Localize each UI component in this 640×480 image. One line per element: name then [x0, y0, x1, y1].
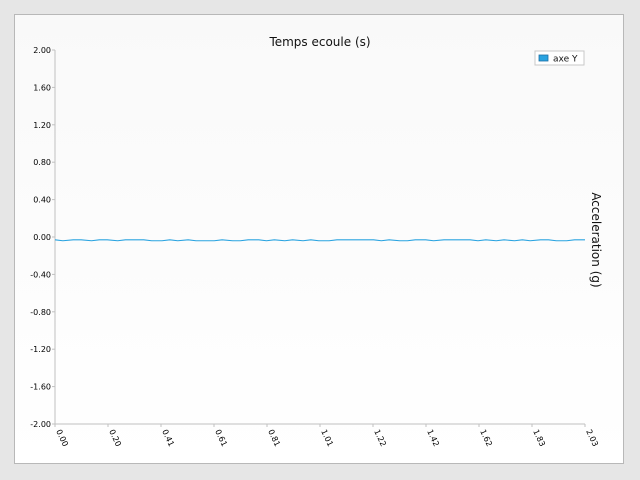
x-tick-label: 1.01 [319, 428, 335, 448]
chart-frame [14, 14, 624, 464]
x-tick-label: 0.00 [54, 428, 70, 448]
y-tick-label: -2.00 [30, 420, 51, 429]
y-tick-label: 0.00 [33, 233, 51, 242]
x-tick-label: 0.41 [160, 428, 176, 448]
y-tick-label: -0.40 [30, 270, 51, 279]
y-axis-label: Acceleration (g) [589, 192, 603, 287]
x-tick-label: 0.61 [213, 428, 229, 448]
x-tick-label: 0.20 [107, 428, 123, 448]
x-tick-label: 0.81 [266, 428, 282, 448]
y-tick-label: 0.80 [33, 158, 51, 167]
x-tick-label: 2.03 [584, 428, 600, 448]
x-tick-label: 1.42 [425, 428, 441, 448]
series-line-axe-y [54, 239, 585, 242]
x-tick-label: 1.22 [372, 428, 388, 448]
x-tick-label: 1.62 [478, 428, 494, 448]
y-tick-label: -1.20 [30, 345, 51, 354]
x-tick-label: 1.83 [531, 428, 547, 448]
legend-swatch-axe-y [538, 54, 549, 62]
series-group [54, 239, 585, 242]
legend-label-axe-y: axe Y [553, 55, 578, 65]
legend-box [534, 50, 585, 66]
y-tick-label: 1.60 [33, 83, 51, 92]
chart-title: Temps ecoule (s) [268, 35, 370, 49]
y-tick-label: 1.20 [33, 121, 51, 130]
y-tick-label: -0.80 [30, 308, 51, 317]
x-axis: 0.00 0.20 0.41 0.61 0.81 1.01 1.22 1.42 1.62 1.83… [54, 423, 600, 448]
y-tick-label: 0.40 [33, 196, 51, 205]
y-tick-label: 2.00 [33, 46, 51, 55]
legend: axe Y [534, 50, 585, 66]
y-axis: 2.00 1.60 1.20 0.80 0.40 0.00 -0.40 -0.80 -1.20 -… [30, 46, 56, 429]
y-tick-label: -1.60 [30, 383, 51, 392]
